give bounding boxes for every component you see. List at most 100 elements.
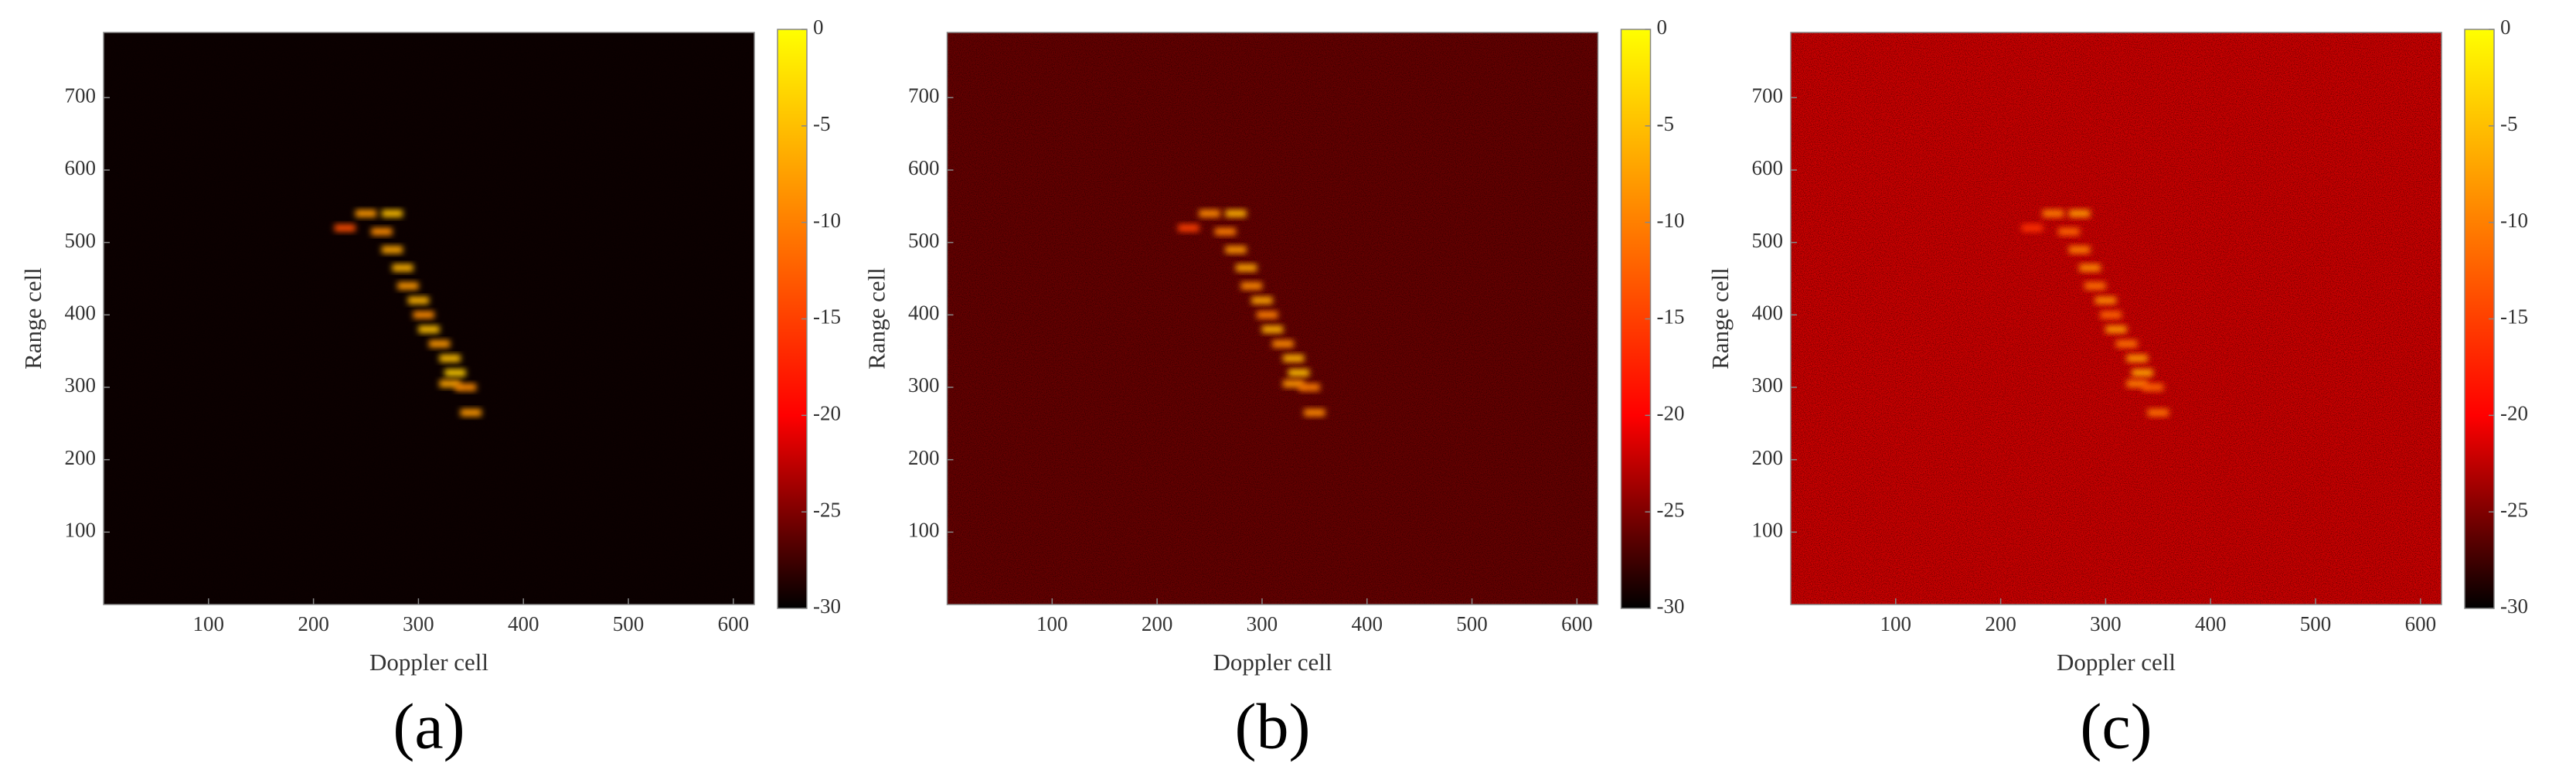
x-tick-label: 500 xyxy=(1456,612,1488,635)
heat-cell xyxy=(381,209,403,217)
colorbar-tick-label: 0 xyxy=(1657,15,1668,39)
colorbar-tick-label: -20 xyxy=(2500,402,2528,425)
colorbar-tick-label: -30 xyxy=(813,594,841,618)
heat-cell xyxy=(1199,209,1220,217)
y-tick-label: 300 xyxy=(65,373,97,397)
heat-cell xyxy=(2068,246,2091,254)
y-tick-label: 100 xyxy=(65,519,97,542)
y-tick-label: 100 xyxy=(908,519,940,542)
x-tick-label: 400 xyxy=(1351,612,1383,635)
heat-cell xyxy=(397,282,419,290)
colorbar-tick-label: -5 xyxy=(1657,112,1675,135)
heat-cell xyxy=(392,264,413,272)
heat-cell xyxy=(1304,409,1325,417)
x-tick-label: 400 xyxy=(508,612,539,635)
y-tick-label: 700 xyxy=(908,84,940,107)
colorbar-tick-label: -20 xyxy=(813,402,841,425)
heat-cell xyxy=(1261,325,1284,333)
heat-cell xyxy=(2100,311,2122,318)
heat-cell xyxy=(2147,409,2169,417)
y-tick-label: 600 xyxy=(65,156,97,179)
colorbar-tick-label: -15 xyxy=(2500,305,2528,329)
heat-cell xyxy=(407,296,429,305)
heat-cell xyxy=(2079,264,2101,272)
heat-cell xyxy=(1235,264,1257,272)
x-axis-label: Doppler cell xyxy=(2057,649,2176,676)
heat-cell xyxy=(355,209,377,217)
y-axis-label: Range cell xyxy=(1707,267,1734,370)
caption: (a) xyxy=(393,690,464,762)
y-axis-label: Range cell xyxy=(863,267,890,370)
x-tick-label: 100 xyxy=(1036,612,1068,635)
x-axis-label: Doppler cell xyxy=(369,649,488,676)
heat-cell xyxy=(2126,380,2148,387)
y-tick-label: 300 xyxy=(1752,373,1784,397)
x-tick-label: 200 xyxy=(1985,612,2016,635)
heat-cell xyxy=(460,409,482,417)
colorbar-tick-label: -5 xyxy=(2500,112,2518,135)
heat-cell xyxy=(444,369,466,376)
x-tick-label: 300 xyxy=(1247,612,1278,635)
y-tick-label: 200 xyxy=(65,446,97,469)
x-tick-label: 500 xyxy=(613,612,645,635)
x-tick-label: 200 xyxy=(1142,612,1173,635)
x-tick-label: 100 xyxy=(193,612,225,635)
colorbar-tick-label: -25 xyxy=(2500,498,2528,521)
heat-cell xyxy=(1225,246,1247,254)
heat-cell xyxy=(2021,224,2043,232)
x-tick-label: 600 xyxy=(2405,612,2437,635)
plot-frame xyxy=(946,32,1599,605)
heat-cell xyxy=(334,224,356,232)
colorbar-tick-label: -5 xyxy=(813,112,831,135)
x-tick-label: 100 xyxy=(1880,612,1912,635)
y-tick-label: 400 xyxy=(908,301,940,325)
y-tick-label: 700 xyxy=(1752,84,1784,107)
heat-cell xyxy=(2116,340,2138,348)
y-tick-label: 200 xyxy=(908,446,940,469)
heat-cell xyxy=(1272,340,1294,348)
y-tick-label: 500 xyxy=(65,229,97,252)
colorbar-tick-label: 0 xyxy=(2500,15,2511,39)
y-tick-label: 700 xyxy=(65,84,97,107)
y-tick-label: 500 xyxy=(908,229,940,252)
plot-area xyxy=(104,32,754,605)
heat-cell xyxy=(413,311,434,318)
heat-cell xyxy=(381,246,403,254)
y-tick-label: 300 xyxy=(908,373,940,397)
heat-cell xyxy=(2142,383,2164,391)
heat-cell xyxy=(1214,227,1236,236)
caption: (c) xyxy=(2080,690,2152,762)
heat-cell xyxy=(1283,380,1305,387)
heat-cell xyxy=(1257,311,1278,318)
x-tick-label: 600 xyxy=(718,612,750,635)
plot-frame xyxy=(1790,32,2442,605)
plot-area xyxy=(947,32,1598,605)
y-tick-label: 400 xyxy=(65,301,97,325)
plot-frame xyxy=(103,32,755,605)
y-tick-label: 200 xyxy=(1752,446,1784,469)
colorbar-tick-label: -15 xyxy=(1657,305,1685,329)
heat-cell xyxy=(1240,282,1262,290)
heat-cell xyxy=(2094,296,2116,305)
heat-cell xyxy=(1225,209,1247,217)
heat-cell xyxy=(1283,354,1305,363)
heat-cell xyxy=(2126,354,2148,363)
colorbar-tick-label: -10 xyxy=(2500,209,2528,232)
colorbar-tick-label: -10 xyxy=(813,209,841,232)
y-axis-label: Range cell xyxy=(19,267,46,370)
y-tick-label: 600 xyxy=(908,156,940,179)
heat-cell xyxy=(2105,325,2127,333)
y-tick-label: 500 xyxy=(1752,229,1784,252)
y-tick-label: 100 xyxy=(1752,519,1784,542)
heat-cell xyxy=(418,325,440,333)
plot-area xyxy=(1791,32,2442,605)
heat-cell xyxy=(2084,282,2106,290)
colorbar-tick-label: -10 xyxy=(1657,209,1685,232)
x-tick-label: 600 xyxy=(1561,612,1593,635)
y-tick-label: 400 xyxy=(1752,301,1784,325)
heat-cell xyxy=(2068,209,2091,217)
heat-cell xyxy=(1298,383,1320,391)
x-tick-label: 500 xyxy=(2300,612,2332,635)
colorbar-tick-label: 0 xyxy=(813,15,824,39)
